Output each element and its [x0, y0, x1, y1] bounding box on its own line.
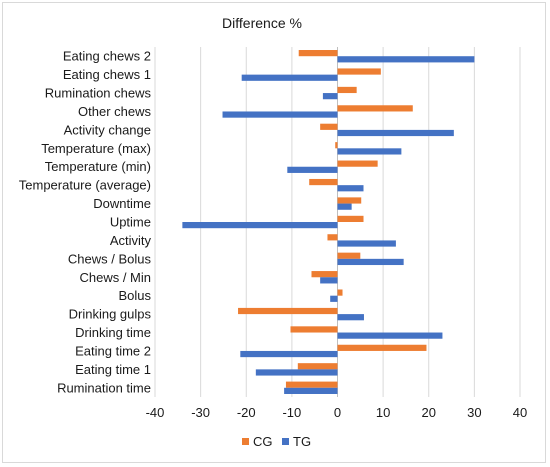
bar-cg — [309, 178, 338, 186]
x-tick-label: 20 — [422, 405, 436, 420]
legend-label-cg: CG — [253, 434, 273, 449]
bar-tg — [337, 203, 352, 210]
category-label: Activity — [110, 233, 152, 248]
legend-swatch-cg — [242, 438, 249, 445]
bar-cg — [285, 381, 338, 388]
category-label: Chews / Min — [79, 270, 151, 285]
x-tick-labels: -40 -30 -20 -10 0 10 20 30 40 — [146, 405, 528, 420]
bar-cg — [337, 289, 343, 296]
category-label: Rumination chews — [45, 86, 152, 101]
bar-tg — [337, 185, 364, 192]
bar-cg — [337, 252, 361, 259]
category-label: Eating chews 1 — [63, 67, 151, 82]
bar-tg — [322, 93, 338, 100]
category-label: Temperature (average) — [19, 178, 151, 193]
bar-tg — [222, 111, 338, 118]
bar-cg — [337, 197, 362, 204]
category-label: Chews / Bolus — [68, 251, 152, 266]
bar-cg — [311, 271, 338, 278]
bar-tg — [337, 258, 404, 266]
legend-label-tg: TG — [293, 434, 311, 449]
category-label: Eating time 2 — [75, 343, 151, 358]
bar-tg — [337, 148, 402, 155]
bar-tg — [320, 277, 338, 284]
x-tick-label: -10 — [282, 405, 301, 420]
category-label: Drinking time — [75, 325, 151, 340]
bar-tg — [337, 240, 396, 247]
category-label: Downtime — [93, 196, 151, 211]
bar-tg — [284, 387, 338, 394]
category-label: Other chews — [78, 104, 151, 119]
category-label: Drinking gulps — [69, 307, 152, 322]
category-label: Bolus — [118, 288, 151, 303]
bar-tg — [287, 166, 338, 173]
bar-tg — [337, 129, 454, 137]
bar-tg — [337, 332, 443, 339]
bar-tg — [255, 369, 338, 376]
x-tick-label: 0 — [334, 405, 341, 420]
bar-tg — [337, 314, 364, 321]
bar-cg — [337, 86, 357, 94]
bars — [182, 50, 475, 394]
category-label: Temperature (min) — [45, 159, 151, 174]
x-tick-label: -30 — [191, 405, 210, 420]
bar-cg — [320, 123, 338, 130]
bar-cg — [337, 215, 364, 222]
bar-tg — [241, 74, 338, 81]
x-tick-label: 30 — [467, 405, 481, 420]
category-label: Rumination time — [57, 380, 151, 395]
bar-cg — [337, 68, 381, 75]
bar-cg — [337, 105, 413, 112]
x-tick-label: 40 — [513, 405, 527, 420]
bar-tg — [240, 350, 338, 358]
category-labels: Eating chews 2 Eating chews 1 Rumination c… — [19, 49, 152, 396]
bar-cg — [297, 363, 338, 370]
category-label: Temperature (max) — [41, 141, 151, 156]
x-tick-label: -20 — [237, 405, 256, 420]
bar-cg — [298, 50, 338, 57]
bar-cg — [337, 160, 378, 167]
bar-cg — [335, 142, 338, 149]
bar-tg — [330, 295, 338, 302]
bar-cg — [337, 344, 427, 351]
x-tick-label: -40 — [146, 405, 165, 420]
category-label: Activity change — [64, 122, 151, 137]
category-label: Eating chews 2 — [63, 49, 151, 64]
bar-cg — [290, 326, 338, 333]
bar-tg — [182, 222, 338, 229]
bar-cg — [238, 307, 338, 315]
bar-tg — [337, 56, 475, 63]
legend: CG TG — [242, 434, 311, 449]
category-label: Eating time 1 — [75, 362, 151, 377]
x-tick-label: 10 — [376, 405, 390, 420]
bar-cg — [327, 234, 338, 241]
chart-title: Difference % — [222, 15, 302, 31]
category-label: Uptime — [110, 215, 151, 230]
legend-swatch-tg — [282, 438, 289, 445]
